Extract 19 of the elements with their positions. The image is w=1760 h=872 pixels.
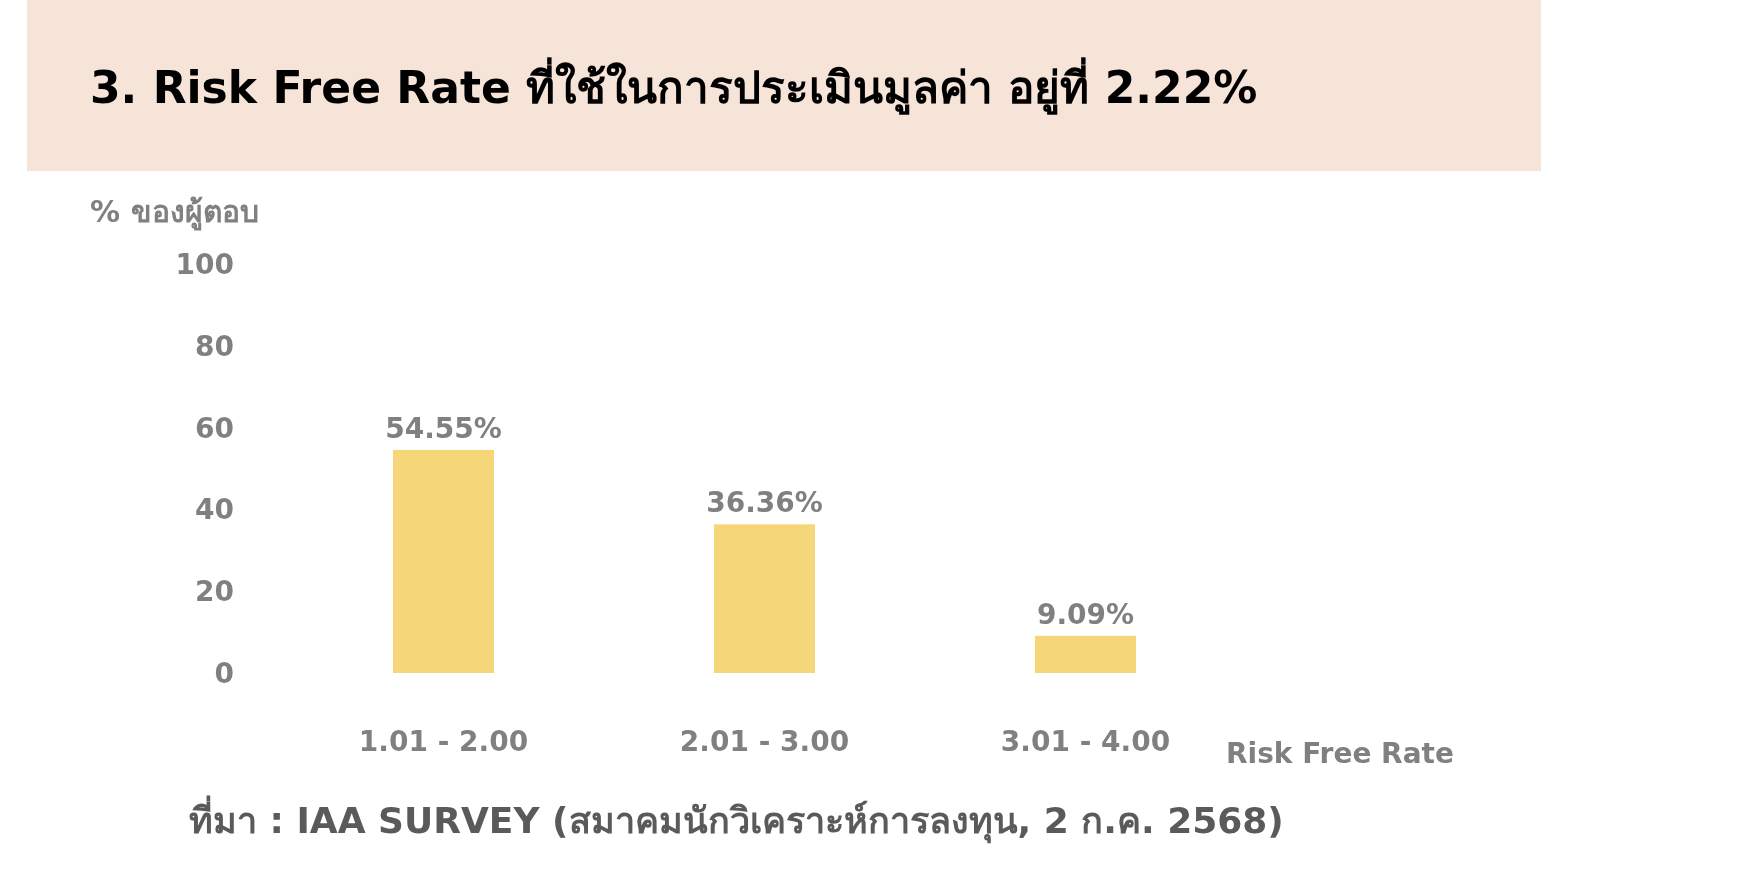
y-tick-label: 80 — [195, 329, 234, 363]
data-label: 9.09% — [1036, 597, 1135, 631]
bar — [1035, 635, 1136, 673]
y-tick-label: 40 — [195, 493, 234, 527]
chart-title: 3. Risk Free Rate ที่ใช้ในการประเมินมูลค่า อยู่ที่ 2.22% — [90, 57, 1258, 115]
y-tick-label: 0 — [214, 657, 234, 690]
data-label: 36.36% — [706, 486, 823, 520]
x-axis-title: Risk Free Rate — [1226, 737, 1454, 770]
x-tick-label: 3.01 - 4.00 — [1000, 725, 1171, 758]
bar — [393, 449, 494, 673]
y-tick-label: 20 — [195, 575, 234, 609]
bar — [714, 524, 815, 673]
y-axis-title: % ของผู้ตอบ — [90, 194, 259, 231]
text: ที่มา : IAA SURVEY (สมาคมนักวิเคราะห์การลงทุน, 2 ก.ค. 2568) — [189, 795, 1284, 844]
y-tick-label: 60 — [195, 411, 234, 445]
data-label: 54.55% — [385, 411, 502, 445]
x-tick-label: 1.01 - 2.00 — [358, 725, 529, 758]
y-tick-label: 100 — [175, 248, 234, 281]
x-tick-label: 2.01 - 3.00 — [679, 725, 850, 758]
